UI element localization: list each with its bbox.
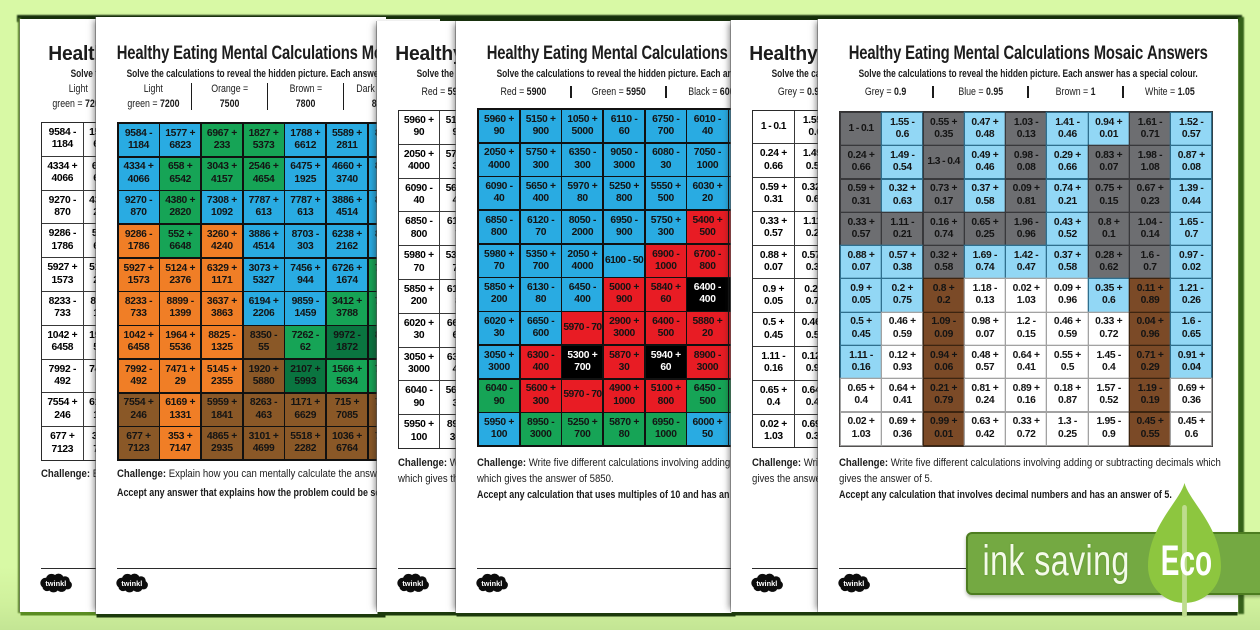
svg-text:twinkl: twinkl bbox=[121, 578, 142, 587]
svg-text:twinkl: twinkl bbox=[402, 578, 423, 587]
svg-text:twinkl: twinkl bbox=[481, 578, 502, 587]
svg-text:twinkl: twinkl bbox=[843, 578, 864, 587]
svg-text:twinkl: twinkl bbox=[45, 578, 66, 587]
svg-text:twinkl: twinkl bbox=[756, 578, 777, 587]
